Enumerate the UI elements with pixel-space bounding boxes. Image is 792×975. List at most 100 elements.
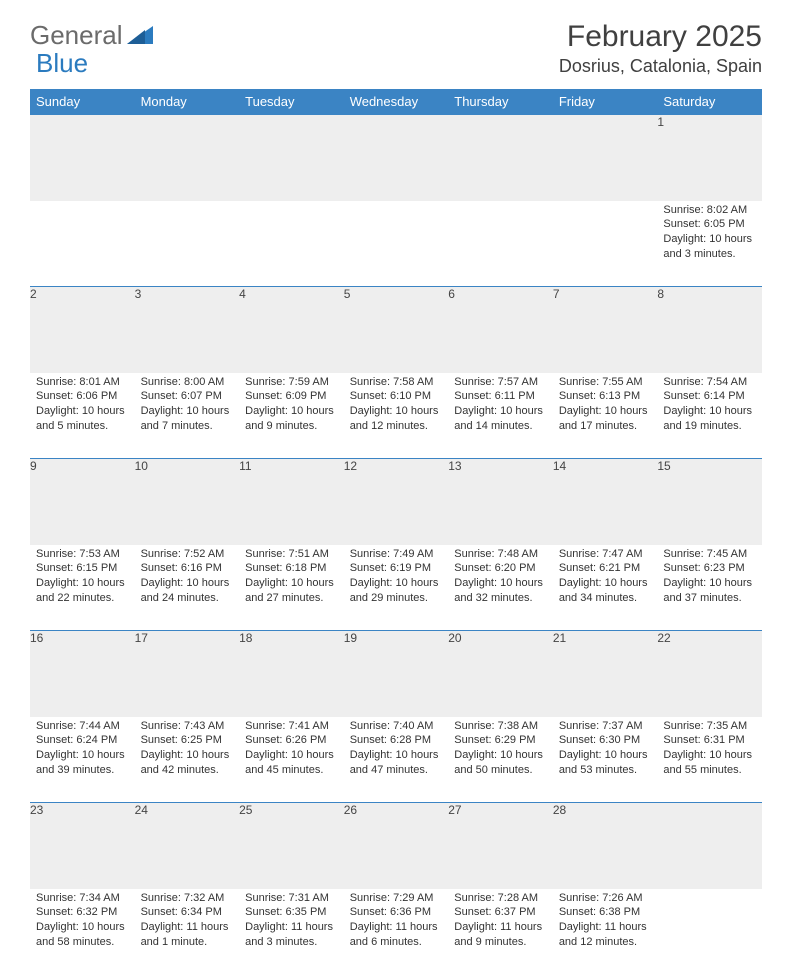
- day-number: 12: [344, 459, 449, 545]
- day-cell: Sunrise: 7:34 AMSunset: 6:32 PMDaylight:…: [30, 889, 135, 975]
- day-number: 7: [553, 287, 658, 373]
- day-number: 13: [448, 459, 553, 545]
- day-details: [30, 201, 135, 209]
- day-number: [657, 803, 762, 889]
- day-details: Sunrise: 7:41 AMSunset: 6:26 PMDaylight:…: [239, 717, 344, 784]
- day-cell: Sunrise: 7:41 AMSunset: 6:26 PMDaylight:…: [239, 717, 344, 803]
- day-cell: [657, 889, 762, 975]
- day-number: 18: [239, 631, 344, 717]
- day-cell: Sunrise: 7:31 AMSunset: 6:35 PMDaylight:…: [239, 889, 344, 975]
- day-number: 25: [239, 803, 344, 889]
- day-details: Sunrise: 7:31 AMSunset: 6:35 PMDaylight:…: [239, 889, 344, 956]
- day-cell: Sunrise: 7:32 AMSunset: 6:34 PMDaylight:…: [135, 889, 240, 975]
- day-details: Sunrise: 7:48 AMSunset: 6:20 PMDaylight:…: [448, 545, 553, 612]
- day-number: 2: [30, 287, 135, 373]
- location: Dosrius, Catalonia, Spain: [559, 56, 762, 77]
- day-number: 9: [30, 459, 135, 545]
- day-number: 22: [657, 631, 762, 717]
- week-number-row: 2345678: [30, 287, 762, 373]
- day-number: [448, 115, 553, 201]
- day-details: Sunrise: 8:02 AMSunset: 6:05 PMDaylight:…: [657, 201, 762, 268]
- day-header: Friday: [553, 89, 658, 115]
- day-details: Sunrise: 7:58 AMSunset: 6:10 PMDaylight:…: [344, 373, 449, 440]
- day-cell: Sunrise: 7:49 AMSunset: 6:19 PMDaylight:…: [344, 545, 449, 631]
- day-cell: Sunrise: 7:45 AMSunset: 6:23 PMDaylight:…: [657, 545, 762, 631]
- day-number: [344, 115, 449, 201]
- day-header-row: SundayMondayTuesdayWednesdayThursdayFrid…: [30, 89, 762, 115]
- day-header: Sunday: [30, 89, 135, 115]
- day-details: Sunrise: 7:43 AMSunset: 6:25 PMDaylight:…: [135, 717, 240, 784]
- day-cell: Sunrise: 7:51 AMSunset: 6:18 PMDaylight:…: [239, 545, 344, 631]
- week-body-row: Sunrise: 7:44 AMSunset: 6:24 PMDaylight:…: [30, 717, 762, 803]
- day-number: 23: [30, 803, 135, 889]
- day-details: Sunrise: 7:59 AMSunset: 6:09 PMDaylight:…: [239, 373, 344, 440]
- day-details: [239, 201, 344, 209]
- day-cell: Sunrise: 7:28 AMSunset: 6:37 PMDaylight:…: [448, 889, 553, 975]
- month-title: February 2025: [559, 20, 762, 54]
- title-block: February 2025 Dosrius, Catalonia, Spain: [559, 20, 762, 77]
- day-cell: Sunrise: 7:29 AMSunset: 6:36 PMDaylight:…: [344, 889, 449, 975]
- day-cell: Sunrise: 7:44 AMSunset: 6:24 PMDaylight:…: [30, 717, 135, 803]
- day-header: Wednesday: [344, 89, 449, 115]
- day-number: [30, 115, 135, 201]
- day-cell: Sunrise: 7:52 AMSunset: 6:16 PMDaylight:…: [135, 545, 240, 631]
- week-body-row: Sunrise: 8:02 AMSunset: 6:05 PMDaylight:…: [30, 201, 762, 287]
- day-number: 19: [344, 631, 449, 717]
- day-number: 11: [239, 459, 344, 545]
- day-cell: Sunrise: 7:55 AMSunset: 6:13 PMDaylight:…: [553, 373, 658, 459]
- day-number: 24: [135, 803, 240, 889]
- day-cell: [448, 201, 553, 287]
- day-cell: Sunrise: 7:59 AMSunset: 6:09 PMDaylight:…: [239, 373, 344, 459]
- calendar-body: 1Sunrise: 8:02 AMSunset: 6:05 PMDaylight…: [30, 115, 762, 975]
- day-details: Sunrise: 7:28 AMSunset: 6:37 PMDaylight:…: [448, 889, 553, 956]
- day-number: [553, 115, 658, 201]
- day-details: Sunrise: 7:44 AMSunset: 6:24 PMDaylight:…: [30, 717, 135, 784]
- day-details: Sunrise: 7:34 AMSunset: 6:32 PMDaylight:…: [30, 889, 135, 956]
- day-number: 3: [135, 287, 240, 373]
- week-body-row: Sunrise: 7:53 AMSunset: 6:15 PMDaylight:…: [30, 545, 762, 631]
- day-cell: Sunrise: 7:35 AMSunset: 6:31 PMDaylight:…: [657, 717, 762, 803]
- day-number: 4: [239, 287, 344, 373]
- day-header: Thursday: [448, 89, 553, 115]
- day-number: 8: [657, 287, 762, 373]
- day-header: Saturday: [657, 89, 762, 115]
- day-details: Sunrise: 7:38 AMSunset: 6:29 PMDaylight:…: [448, 717, 553, 784]
- day-number: 1: [657, 115, 762, 201]
- day-cell: [553, 201, 658, 287]
- day-cell: Sunrise: 7:58 AMSunset: 6:10 PMDaylight:…: [344, 373, 449, 459]
- day-cell: [135, 201, 240, 287]
- day-details: Sunrise: 7:53 AMSunset: 6:15 PMDaylight:…: [30, 545, 135, 612]
- day-cell: Sunrise: 7:53 AMSunset: 6:15 PMDaylight:…: [30, 545, 135, 631]
- day-number: 17: [135, 631, 240, 717]
- day-header: Tuesday: [239, 89, 344, 115]
- day-cell: Sunrise: 7:38 AMSunset: 6:29 PMDaylight:…: [448, 717, 553, 803]
- brand-logo: General: [30, 20, 155, 51]
- day-number: 15: [657, 459, 762, 545]
- day-number: 27: [448, 803, 553, 889]
- week-number-row: 9101112131415: [30, 459, 762, 545]
- brand-part2: Blue: [36, 48, 88, 79]
- day-details: Sunrise: 7:52 AMSunset: 6:16 PMDaylight:…: [135, 545, 240, 612]
- week-number-row: 232425262728: [30, 803, 762, 889]
- day-number: 16: [30, 631, 135, 717]
- calendar-table: SundayMondayTuesdayWednesdayThursdayFrid…: [30, 89, 762, 975]
- day-number: 14: [553, 459, 658, 545]
- day-cell: Sunrise: 7:48 AMSunset: 6:20 PMDaylight:…: [448, 545, 553, 631]
- day-details: Sunrise: 8:01 AMSunset: 6:06 PMDaylight:…: [30, 373, 135, 440]
- brand-part1: General: [30, 20, 123, 51]
- day-cell: Sunrise: 8:02 AMSunset: 6:05 PMDaylight:…: [657, 201, 762, 287]
- day-details: Sunrise: 7:37 AMSunset: 6:30 PMDaylight:…: [553, 717, 658, 784]
- day-details: Sunrise: 8:00 AMSunset: 6:07 PMDaylight:…: [135, 373, 240, 440]
- day-details: [135, 201, 240, 209]
- day-details: [553, 201, 658, 209]
- day-cell: Sunrise: 8:01 AMSunset: 6:06 PMDaylight:…: [30, 373, 135, 459]
- day-number: 21: [553, 631, 658, 717]
- day-details: Sunrise: 7:26 AMSunset: 6:38 PMDaylight:…: [553, 889, 658, 956]
- day-details: Sunrise: 7:49 AMSunset: 6:19 PMDaylight:…: [344, 545, 449, 612]
- day-details: [448, 201, 553, 209]
- week-body-row: Sunrise: 8:01 AMSunset: 6:06 PMDaylight:…: [30, 373, 762, 459]
- day-cell: [30, 201, 135, 287]
- day-header: Monday: [135, 89, 240, 115]
- day-cell: [239, 201, 344, 287]
- day-cell: Sunrise: 7:57 AMSunset: 6:11 PMDaylight:…: [448, 373, 553, 459]
